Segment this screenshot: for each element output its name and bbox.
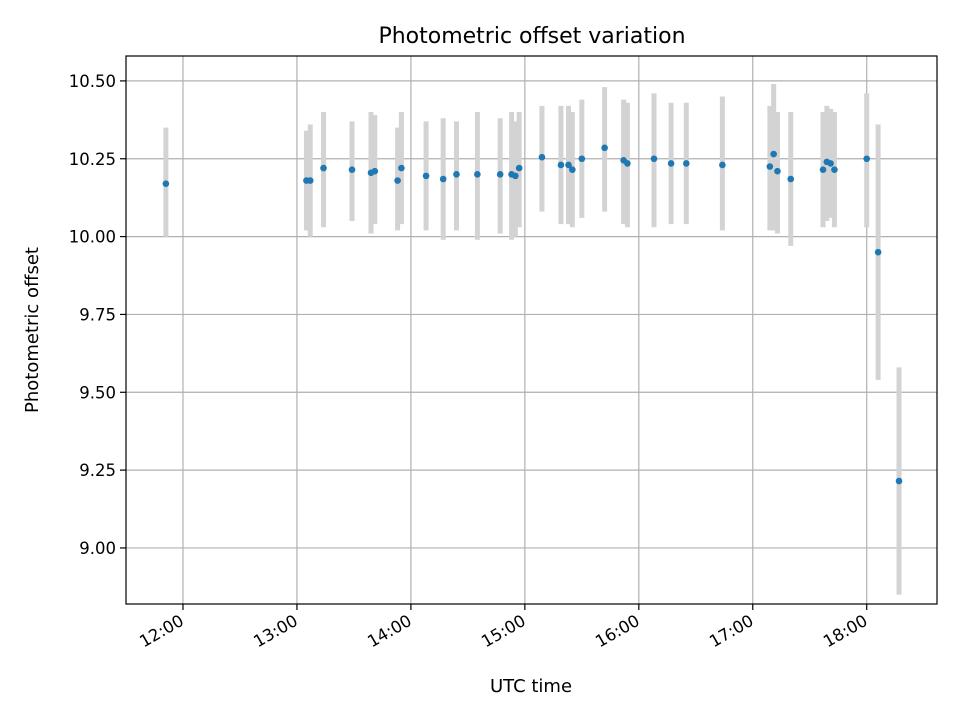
data-point [474,171,481,178]
data-point [496,171,504,178]
grid [126,56,937,604]
data-point [770,150,777,158]
data-point [557,161,565,169]
data-point [863,155,871,163]
y-axis: 9.00 9.25 9.50 9.75 10.00 10.25 10.50 [69,72,126,558]
y-axis-label: Photometric offset [22,247,43,413]
data-point [787,175,795,183]
data-point [766,163,774,170]
data-point [624,160,631,167]
data-point [371,167,379,175]
data-point [774,167,781,175]
data-point [398,164,405,172]
x-axis-label: UTC time [490,676,572,697]
data-point [819,166,827,173]
y-tick-label: 10.00 [69,228,116,247]
data-point [515,164,523,172]
data-point [538,153,546,161]
data-point [569,166,576,173]
chart-title: Photometric offset variation [378,24,685,49]
data-point [394,177,401,184]
data-point [422,172,430,180]
data-point [682,160,690,167]
data-point [667,160,675,167]
data-point [320,164,327,172]
data-point [895,477,903,485]
y-tick-label: 9.00 [79,539,116,558]
data-point [831,166,838,173]
y-tick-label: 9.25 [79,461,116,480]
data-point [162,180,170,187]
data-point [874,248,882,256]
data-point [348,166,356,173]
data-points [162,144,903,485]
data-point [439,175,447,183]
y-tick-label: 10.25 [69,150,116,169]
data-point [578,155,586,163]
plot-frame [125,55,938,605]
data-point [601,144,608,152]
data-point [306,177,314,184]
data-point [565,161,572,169]
data-point [650,155,658,163]
data-point [453,171,460,178]
y-tick-label: 10.50 [69,72,116,91]
y-tick-label: 9.75 [79,305,116,324]
data-point [512,172,519,180]
y-tick-label: 9.50 [79,383,116,402]
data-point [719,161,726,169]
data-point [827,160,834,167]
